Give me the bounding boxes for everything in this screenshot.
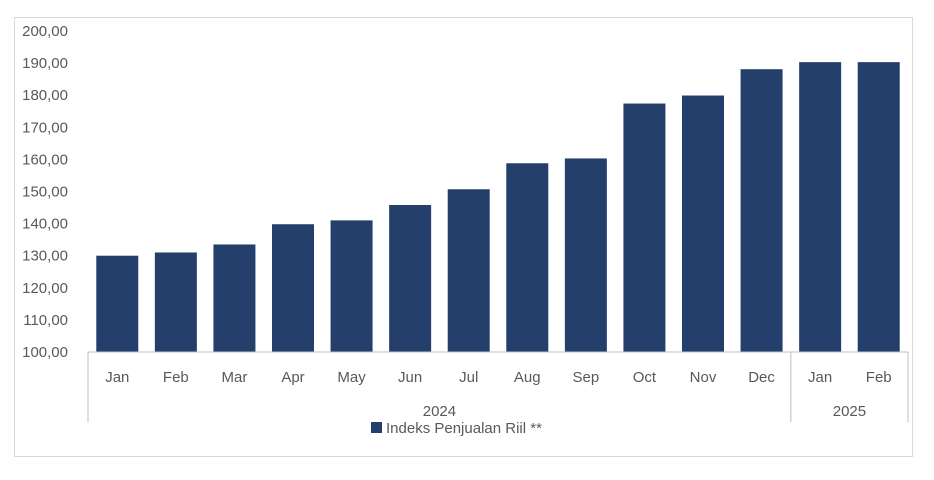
chart-frame <box>14 17 913 457</box>
x-tick-label: Oct <box>633 369 657 386</box>
bar <box>389 204 432 352</box>
y-tick-label: 110,00 <box>23 312 68 329</box>
bar <box>96 255 139 352</box>
bar <box>740 69 783 352</box>
x-tick-label: Jan <box>808 369 832 386</box>
x-tick-label: Sep <box>573 369 600 386</box>
y-tick-label: 120,00 <box>22 280 68 297</box>
x-tick-label: Jul <box>459 369 478 386</box>
bar <box>682 95 724 352</box>
bar <box>154 252 197 352</box>
x-tick-label: Jan <box>105 369 129 386</box>
y-tick-label: 150,00 <box>22 184 68 201</box>
bar <box>506 163 549 352</box>
bar <box>799 62 842 353</box>
bar <box>623 103 666 353</box>
bar <box>564 158 607 352</box>
bar <box>447 189 490 352</box>
y-tick-label: 200,00 <box>22 23 68 40</box>
legend-swatch <box>371 422 382 433</box>
x-tick-label: Nov <box>690 369 717 386</box>
x-tick-label: Dec <box>748 369 775 386</box>
group-label: 2025 <box>833 403 866 420</box>
bar <box>213 244 256 352</box>
x-tick-label: May <box>337 369 366 386</box>
x-tick-label: Jun <box>398 369 422 386</box>
x-tick-label: Mar <box>222 369 248 386</box>
y-tick-label: 160,00 <box>22 151 68 168</box>
bar <box>330 220 373 352</box>
y-tick-label: 130,00 <box>22 248 68 265</box>
y-tick-label: 170,00 <box>22 119 68 136</box>
bar <box>272 224 314 352</box>
x-tick-label: Feb <box>866 369 892 386</box>
y-tick-label: 140,00 <box>22 216 68 233</box>
legend-label: Indeks Penjualan Riil ** <box>386 420 542 437</box>
y-tick-label: 180,00 <box>22 87 68 104</box>
x-tick-label: Feb <box>163 369 189 386</box>
y-tick-label: 100,00 <box>22 344 68 361</box>
bar <box>857 62 900 353</box>
x-tick-label: Aug <box>514 369 541 386</box>
y-tick-label: 190,00 <box>22 55 68 72</box>
group-label: 2024 <box>423 403 456 420</box>
x-tick-label: Apr <box>281 369 304 386</box>
